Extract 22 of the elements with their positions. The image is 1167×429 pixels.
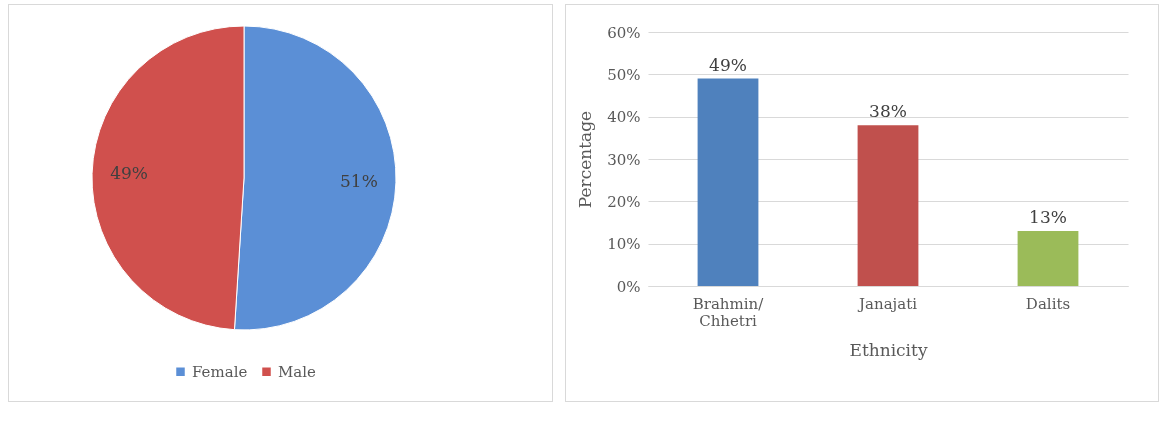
y-tick-label: 60%	[607, 23, 641, 42]
data-label: 13%	[1029, 206, 1067, 227]
x-tick-label: Brahmin/Chhetri	[692, 294, 765, 330]
data-label: 38%	[869, 101, 907, 122]
x-tick-label: Dalits	[1025, 294, 1071, 313]
y-tick-label: 10%	[607, 235, 641, 254]
bar	[1017, 230, 1079, 286]
legend-label: Female	[192, 362, 248, 381]
data-label: 51%	[340, 170, 378, 191]
x-tick-label: Janajati	[857, 294, 918, 313]
y-axis-title: Percentage	[575, 110, 596, 209]
y-tick-label: 20%	[607, 192, 641, 211]
y-tick-label: 40%	[607, 108, 641, 127]
data-label: 49%	[110, 163, 148, 184]
y-tick-label: 30%	[607, 150, 641, 169]
data-label: 49%	[709, 54, 747, 75]
x-axis-title: Ethnicity	[849, 339, 928, 360]
legend-label: Male	[278, 362, 317, 381]
bar	[697, 78, 759, 286]
y-tick-label: 50%	[607, 65, 641, 84]
bar	[857, 125, 919, 286]
y-tick-label: 0%	[616, 277, 641, 296]
